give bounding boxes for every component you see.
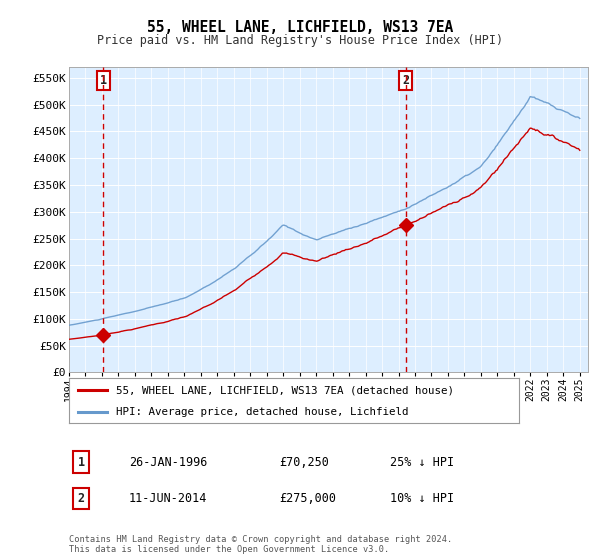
Text: £70,250: £70,250 bbox=[279, 455, 329, 469]
Text: 2: 2 bbox=[77, 492, 85, 505]
Text: 1: 1 bbox=[77, 455, 85, 469]
Text: £275,000: £275,000 bbox=[279, 492, 336, 505]
Text: 10% ↓ HPI: 10% ↓ HPI bbox=[390, 492, 454, 505]
Text: 26-JAN-1996: 26-JAN-1996 bbox=[129, 455, 208, 469]
Text: 55, WHEEL LANE, LICHFIELD, WS13 7EA: 55, WHEEL LANE, LICHFIELD, WS13 7EA bbox=[147, 20, 453, 35]
Text: 55, WHEEL LANE, LICHFIELD, WS13 7EA (detached house): 55, WHEEL LANE, LICHFIELD, WS13 7EA (det… bbox=[116, 385, 454, 395]
Text: 2: 2 bbox=[402, 74, 409, 87]
Text: 25% ↓ HPI: 25% ↓ HPI bbox=[390, 455, 454, 469]
Text: HPI: Average price, detached house, Lichfield: HPI: Average price, detached house, Lich… bbox=[116, 407, 409, 417]
Text: Contains HM Land Registry data © Crown copyright and database right 2024.
This d: Contains HM Land Registry data © Crown c… bbox=[69, 535, 452, 554]
Text: 11-JUN-2014: 11-JUN-2014 bbox=[129, 492, 208, 505]
Text: Price paid vs. HM Land Registry's House Price Index (HPI): Price paid vs. HM Land Registry's House … bbox=[97, 34, 503, 46]
Text: 1: 1 bbox=[100, 74, 107, 87]
